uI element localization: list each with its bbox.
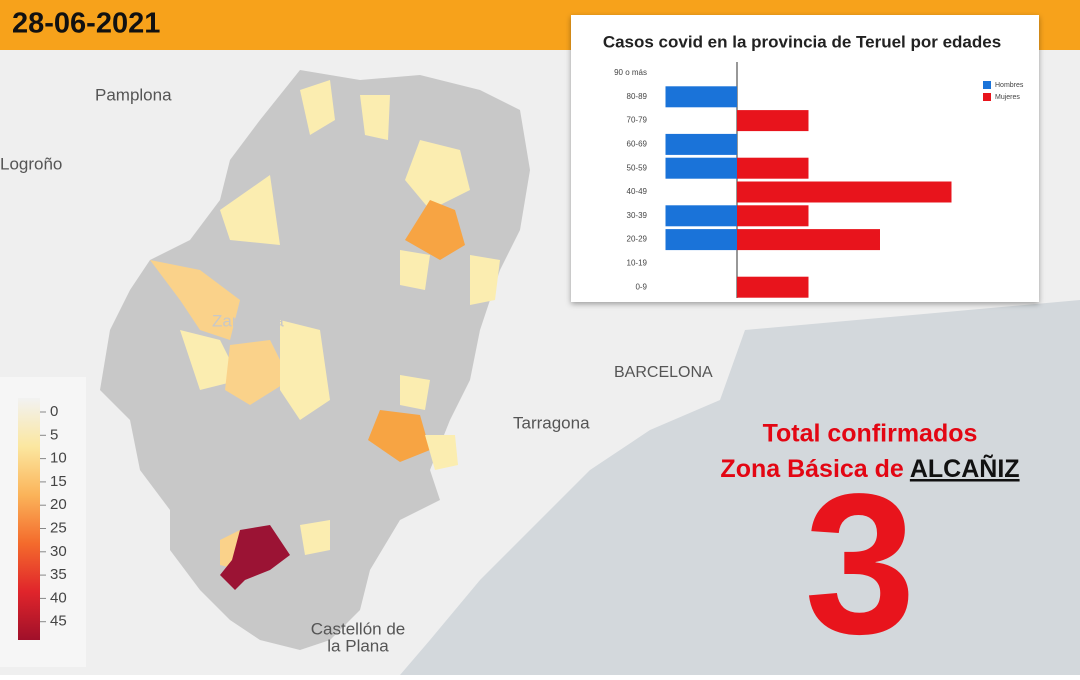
map-label: Castellón de bbox=[311, 619, 406, 638]
color-scale-label: 25 bbox=[50, 519, 67, 536]
bar bbox=[737, 229, 880, 251]
bar bbox=[665, 157, 737, 179]
zone-prefix: Zona Básica de bbox=[720, 455, 903, 483]
total-title: Total confirmados bbox=[763, 420, 978, 448]
color-scale-label: 35 bbox=[50, 566, 67, 583]
y-tick-label: 90 o más bbox=[614, 68, 647, 77]
y-tick-label: 0-9 bbox=[635, 282, 647, 291]
legend-label: Mujeres bbox=[995, 94, 1020, 101]
map-label: Logroño bbox=[0, 154, 62, 173]
color-scale-label: 0 bbox=[50, 403, 58, 420]
y-tick-label: 30-39 bbox=[627, 211, 648, 220]
map-label: Tarragona bbox=[513, 413, 590, 432]
map-label: Pamplona bbox=[95, 85, 172, 104]
legend-label: Hombres bbox=[995, 82, 1024, 89]
y-tick-label: 70-79 bbox=[627, 116, 648, 125]
color-scale-label: 15 bbox=[50, 473, 67, 490]
y-tick-label: 50-59 bbox=[627, 163, 648, 172]
bar bbox=[665, 133, 737, 155]
color-scale-panel bbox=[0, 377, 86, 667]
color-scale-label: 5 bbox=[50, 426, 58, 443]
y-tick-label: 20-29 bbox=[627, 235, 648, 244]
legend-swatch bbox=[983, 93, 991, 101]
zone-name: ALCAÑIZ bbox=[910, 453, 1020, 483]
color-scale-label: 40 bbox=[50, 589, 67, 606]
zone-line: Zona Básica de ALCAÑIZ bbox=[720, 453, 1019, 483]
legend-swatch bbox=[983, 81, 991, 89]
y-tick-label: 40-49 bbox=[627, 187, 648, 196]
bar bbox=[665, 205, 737, 227]
color-scale-bar bbox=[18, 398, 40, 640]
y-tick-label: 60-69 bbox=[627, 140, 648, 149]
bar bbox=[737, 276, 809, 298]
color-scale-label: 10 bbox=[50, 450, 67, 467]
color-scale-label: 45 bbox=[50, 613, 67, 630]
color-scale-label: 20 bbox=[50, 496, 67, 513]
date: 28-06-2021 bbox=[12, 8, 160, 40]
y-tick-label: 80-89 bbox=[627, 92, 648, 101]
map-label: BARCELONA bbox=[614, 364, 713, 381]
chart-title: Casos covid en la provincia de Teruel po… bbox=[603, 32, 1001, 51]
bar bbox=[737, 181, 952, 203]
y-tick-label: 10-19 bbox=[627, 259, 648, 268]
total-value: 3 bbox=[804, 453, 915, 675]
map-label: Zaragoza bbox=[212, 311, 284, 330]
bar bbox=[665, 86, 737, 108]
map-label: la Plana bbox=[327, 636, 389, 655]
bar bbox=[665, 229, 737, 251]
bar bbox=[737, 205, 809, 227]
bar bbox=[737, 157, 809, 179]
color-scale-label: 30 bbox=[50, 543, 67, 560]
bar bbox=[737, 110, 809, 132]
